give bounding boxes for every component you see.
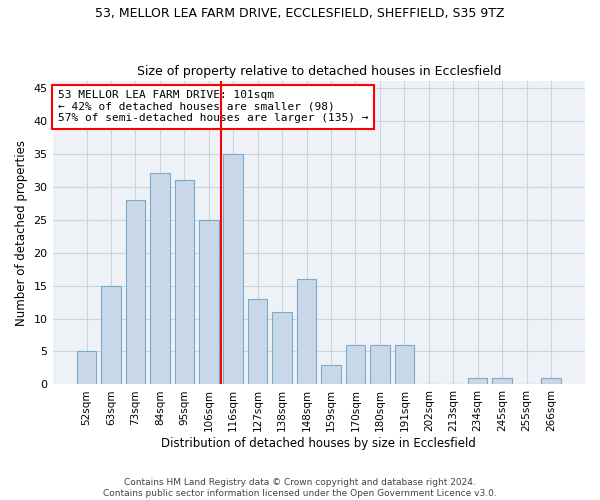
Bar <box>346 345 365 385</box>
Bar <box>150 174 170 384</box>
Y-axis label: Number of detached properties: Number of detached properties <box>15 140 28 326</box>
Bar <box>493 378 512 384</box>
Bar <box>297 279 316 384</box>
Bar <box>272 312 292 384</box>
Bar <box>175 180 194 384</box>
Text: 53 MELLOR LEA FARM DRIVE: 101sqm
← 42% of detached houses are smaller (98)
57% o: 53 MELLOR LEA FARM DRIVE: 101sqm ← 42% o… <box>58 90 368 124</box>
Title: Size of property relative to detached houses in Ecclesfield: Size of property relative to detached ho… <box>137 66 501 78</box>
Bar <box>223 154 243 384</box>
Bar <box>370 345 389 385</box>
Bar <box>321 364 341 384</box>
Text: 53, MELLOR LEA FARM DRIVE, ECCLESFIELD, SHEFFIELD, S35 9TZ: 53, MELLOR LEA FARM DRIVE, ECCLESFIELD, … <box>95 8 505 20</box>
Bar <box>541 378 561 384</box>
Text: Contains HM Land Registry data © Crown copyright and database right 2024.
Contai: Contains HM Land Registry data © Crown c… <box>103 478 497 498</box>
Bar <box>199 220 218 384</box>
Bar <box>468 378 487 384</box>
Bar <box>395 345 414 385</box>
Bar <box>125 200 145 384</box>
Bar <box>248 298 268 384</box>
X-axis label: Distribution of detached houses by size in Ecclesfield: Distribution of detached houses by size … <box>161 437 476 450</box>
Bar <box>77 352 97 384</box>
Bar <box>101 286 121 384</box>
